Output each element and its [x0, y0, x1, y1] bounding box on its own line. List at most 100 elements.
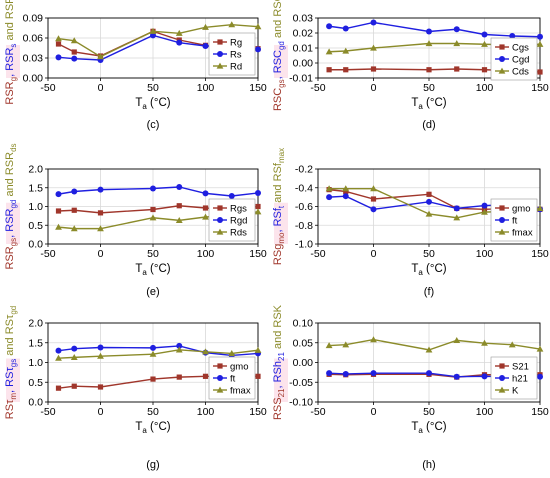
y-axis-title: RSS21, RSh21 and RSK — [272, 304, 286, 420]
legend-label: gmo — [512, 204, 530, 215]
data-point-rs — [176, 39, 183, 46]
y-axis-title: RSRg, RSRs and RSRd — [4, 0, 18, 105]
data-point-rgs — [150, 206, 156, 213]
legend-marker — [498, 67, 506, 74]
x-tick-label: -50 — [40, 82, 55, 94]
x-tick-label: 100 — [476, 248, 494, 260]
data-point-cgs — [537, 69, 543, 75]
x-tick-label: -50 — [40, 406, 55, 418]
legend-label: Rs — [230, 50, 242, 61]
legend-marker — [217, 375, 223, 381]
y-tick-label: -0.8 — [295, 220, 313, 232]
data-point-ft — [176, 342, 183, 349]
legend-marker — [217, 363, 223, 369]
data-point-rd — [254, 23, 262, 30]
ylabel-highlight — [6, 202, 20, 244]
data-point-cgs — [481, 67, 488, 73]
y-tick-label: 0.03 — [23, 53, 44, 65]
data-point-rs — [255, 46, 261, 53]
legend-marker — [217, 205, 223, 211]
data-point-rgd — [202, 190, 209, 197]
data-point-fmax — [175, 346, 183, 353]
panel-label: (d) — [422, 119, 435, 131]
data-point-rd — [55, 35, 62, 42]
data-point-ft — [150, 344, 156, 351]
y-tick-label: -0.01 — [289, 73, 313, 85]
y-tick-label: 2.0 — [28, 318, 43, 330]
data-point-cds — [425, 40, 433, 47]
data-point-gmo — [370, 196, 377, 202]
data-point-k — [453, 336, 461, 343]
legend-marker — [217, 217, 223, 223]
data-point-cgs — [343, 67, 349, 73]
series-line-rd — [58, 23, 259, 58]
data-point-rgs — [55, 208, 62, 214]
data-point-cgd — [453, 26, 460, 33]
y-tick-label: 0.5 — [28, 377, 43, 389]
data-point-fmax — [55, 354, 62, 361]
data-point-rd — [149, 27, 157, 34]
x-tick-label: 100 — [197, 248, 215, 260]
panel-label: (f) — [424, 286, 434, 298]
panel-label: (c) — [147, 119, 160, 131]
data-point-rd — [228, 21, 236, 28]
x-tick-label: 150 — [531, 406, 549, 418]
data-point-h21 — [342, 370, 349, 377]
data-point-ft — [453, 205, 460, 212]
x-tick-label: 0 — [371, 82, 377, 94]
y-tick-label: 0.09 — [23, 13, 44, 25]
data-point-fmax — [536, 204, 544, 211]
legend-marker — [217, 39, 223, 45]
data-point-cgd — [342, 25, 349, 32]
x-tick-label: 50 — [423, 248, 435, 260]
data-point-cds — [325, 48, 333, 55]
x-tick-label: 150 — [249, 248, 267, 260]
data-point-rgd — [55, 191, 62, 198]
x-tick-label: 150 — [531, 248, 549, 260]
series-line-cgd — [329, 21, 541, 38]
data-point-fmax — [97, 352, 104, 359]
legend-marker — [499, 44, 505, 50]
data-point-cgd — [509, 33, 516, 39]
y-tick-label: -1.0 — [295, 239, 313, 251]
y-tick-label: 0.10 — [293, 318, 314, 330]
x-axis-title: Ta (°C) — [411, 421, 446, 435]
data-point-cds — [536, 40, 544, 47]
data-point-rgd — [176, 184, 183, 190]
y-tick-label: -0.2 — [295, 164, 313, 176]
y-axis-title: RSRgs, RSRgd and RSRds — [4, 143, 18, 269]
chart-panel-c: -50 0 50 100 150 0.00 0.03 0.06 0.09 Ta (°C) RSRg,… — [4, 0, 267, 131]
data-point-ft — [71, 345, 78, 352]
data-point-h21 — [537, 373, 543, 380]
data-point-rgs — [71, 207, 77, 213]
x-tick-label: 0 — [98, 248, 104, 260]
data-point-h21 — [453, 373, 460, 380]
legend-label: K — [512, 386, 519, 397]
data-point-h21 — [326, 370, 333, 377]
data-point-cgs — [426, 67, 432, 73]
data-point-rg — [55, 41, 62, 47]
y-tick-label: 0.0 — [28, 239, 43, 251]
y-tick-label: 1.5 — [28, 337, 43, 349]
x-tick-label: 0 — [98, 82, 104, 94]
legend-label: fmax — [230, 386, 251, 397]
data-point-fmax — [228, 350, 236, 357]
legend-marker — [216, 386, 224, 393]
data-point-gmo — [343, 188, 349, 195]
data-point-cgd — [537, 33, 543, 40]
panel-label: (g) — [146, 459, 159, 471]
data-point-rgs — [202, 205, 209, 211]
x-tick-label: 100 — [476, 406, 494, 418]
data-point-rds — [175, 216, 183, 223]
data-point-rs — [55, 54, 62, 61]
ylabel-highlight — [274, 202, 288, 244]
data-point-fmax — [70, 353, 78, 360]
legend-label: Cgs — [512, 43, 529, 54]
chart-panel-h: -50 0 50 100 150 -0.10 -0.05 0.00 0.05 0.10 Ta (°C… — [272, 304, 549, 471]
legend-label: S21 — [512, 362, 529, 373]
chart-panel-f: -50 0 50 100 150 -1.0 -0.8 -0.6 -0.4 -0.2 Ta (°C) R… — [272, 148, 549, 298]
